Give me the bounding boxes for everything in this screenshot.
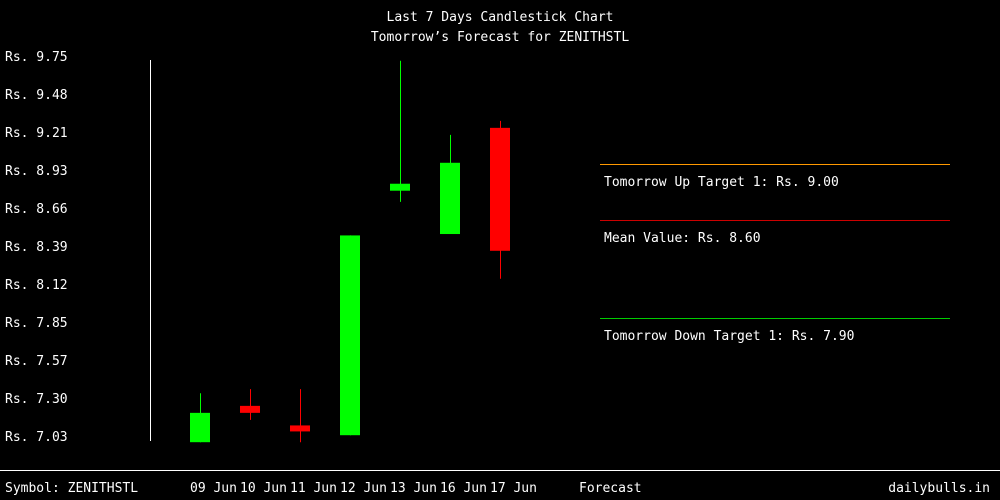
candle-body [340, 235, 360, 436]
y-tick-label: Rs. 7.85 [5, 316, 68, 331]
y-tick-label: Rs. 8.39 [5, 240, 68, 255]
y-tick-label: Rs. 7.03 [5, 430, 68, 445]
brand-link[interactable]: dailybulls.in [888, 481, 990, 496]
y-tick-label: Rs. 8.93 [5, 164, 68, 179]
x-tick-label: 16 Jun [440, 481, 487, 496]
forecast-label: Forecast [579, 481, 642, 496]
y-tick-label: Rs. 9.21 [5, 126, 68, 141]
x-tick-label: 09 Jun [190, 481, 237, 496]
y-tick-label: Rs. 9.48 [5, 88, 68, 103]
candle-body [190, 412, 210, 443]
forecast-targets-group [600, 164, 950, 319]
x-tick-label: 12 Jun [340, 481, 387, 496]
y-tick-label: Rs. 8.66 [5, 202, 68, 217]
chart-subtitle: Tomorrow’s Forecast for ZENITHSTL [370, 30, 630, 45]
forecast-target-label: Mean Value: Rs. 8.60 [604, 230, 761, 246]
candle-body [490, 127, 510, 251]
candles-group [190, 60, 510, 443]
forecast-target-label: Tomorrow Down Target 1: Rs. 7.90 [604, 328, 855, 344]
x-tick-label: 11 Jun [290, 481, 337, 496]
candle-body [240, 405, 260, 413]
x-tick-label: 10 Jun [240, 481, 287, 496]
x-tick-label: 17 Jun [490, 481, 537, 496]
forecast-target-label: Tomorrow Up Target 1: Rs. 9.00 [604, 174, 839, 190]
y-tick-label: Rs. 7.30 [5, 392, 68, 407]
candle-body [290, 425, 310, 432]
y-tick-label: Rs. 8.12 [5, 278, 68, 293]
x-tick-label: 13 Jun [390, 481, 437, 496]
y-tick-label: Rs. 9.75 [5, 50, 68, 65]
symbol-label: Symbol: ZENITHSTL [5, 481, 139, 496]
chart-title: Last 7 Days Candlestick Chart [386, 10, 614, 25]
candle-body [440, 162, 460, 235]
y-tick-label: Rs. 7.57 [5, 354, 68, 369]
candle-body [390, 183, 410, 191]
